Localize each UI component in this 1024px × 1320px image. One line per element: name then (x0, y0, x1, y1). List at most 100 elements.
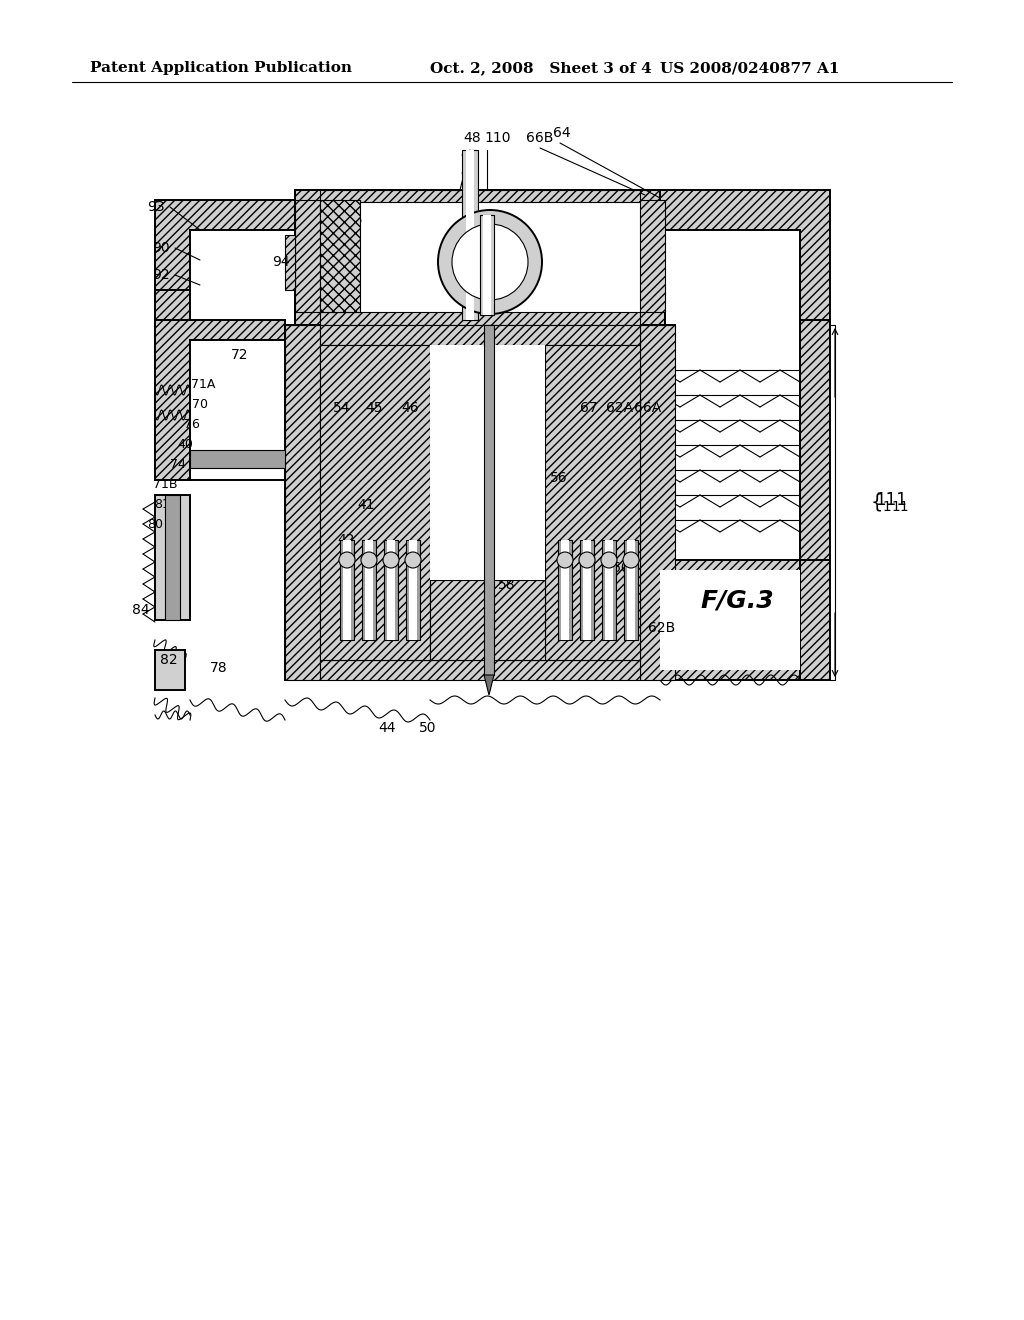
Polygon shape (545, 345, 640, 660)
Bar (319, 325, 640, 345)
Polygon shape (155, 290, 190, 480)
Text: 46: 46 (401, 401, 419, 414)
Text: 110: 110 (484, 131, 511, 145)
Text: 54: 54 (333, 401, 350, 414)
Circle shape (557, 552, 573, 568)
Text: 62A: 62A (606, 401, 633, 414)
Polygon shape (430, 579, 545, 660)
Circle shape (383, 552, 399, 568)
Text: 48: 48 (463, 131, 481, 145)
Text: 81: 81 (155, 499, 170, 511)
Text: 74: 74 (170, 458, 186, 471)
Polygon shape (800, 319, 830, 560)
Bar (319, 201, 640, 312)
Text: 72: 72 (230, 348, 248, 362)
Circle shape (361, 552, 377, 568)
Polygon shape (660, 560, 800, 680)
Polygon shape (155, 319, 285, 480)
Bar (430, 345, 545, 579)
Bar (319, 190, 640, 202)
Bar (295, 201, 319, 312)
Text: 50: 50 (419, 721, 437, 735)
Text: 40: 40 (177, 438, 193, 451)
Text: 71A: 71A (190, 379, 215, 392)
Circle shape (579, 552, 595, 568)
Bar (406, 540, 420, 640)
Text: 62B: 62B (648, 620, 675, 635)
Bar (285, 325, 675, 680)
Circle shape (452, 224, 528, 300)
Bar (285, 235, 295, 290)
Circle shape (623, 552, 639, 568)
Text: 67: 67 (580, 401, 598, 414)
Bar (295, 190, 665, 325)
Text: 66B: 66B (526, 131, 554, 145)
Text: 92: 92 (153, 268, 170, 282)
Text: 90: 90 (153, 242, 170, 255)
Circle shape (438, 210, 542, 314)
Text: Oct. 2, 2008   Sheet 3 of 4: Oct. 2, 2008 Sheet 3 of 4 (430, 61, 651, 75)
Bar (640, 325, 675, 680)
Circle shape (339, 552, 355, 568)
Bar (340, 540, 354, 640)
Text: 42: 42 (338, 533, 355, 546)
Text: 60: 60 (612, 561, 630, 576)
Bar (285, 325, 319, 680)
Polygon shape (155, 649, 185, 690)
Bar (483, 215, 490, 315)
Text: 56: 56 (550, 471, 568, 484)
Text: 65: 65 (345, 213, 362, 227)
Polygon shape (800, 560, 830, 680)
Text: $\mathsf{\{}_{111}$: $\mathsf{\{}_{111}$ (870, 491, 909, 513)
Bar (365, 540, 373, 640)
Bar (190, 450, 285, 469)
Text: US 2008/0240877 A1: US 2008/0240877 A1 (660, 61, 840, 75)
Text: 52: 52 (450, 401, 468, 414)
Text: 111: 111 (874, 491, 907, 510)
Bar (319, 312, 640, 325)
Bar (319, 660, 640, 680)
Polygon shape (155, 495, 190, 620)
Bar (362, 540, 376, 640)
Bar (462, 150, 478, 319)
Bar (484, 325, 494, 675)
Bar (409, 540, 417, 640)
Text: 71B: 71B (154, 479, 178, 491)
Text: 64: 64 (553, 125, 570, 140)
Circle shape (406, 552, 421, 568)
Bar (660, 570, 800, 671)
Text: 58: 58 (498, 578, 516, 591)
Bar (605, 540, 613, 640)
Text: 80: 80 (147, 519, 163, 532)
Bar (190, 341, 285, 480)
Bar (387, 540, 395, 640)
Text: 94: 94 (272, 255, 290, 269)
Bar (561, 540, 569, 640)
Text: 84: 84 (132, 603, 150, 616)
Text: 66A: 66A (634, 401, 662, 414)
Bar (627, 540, 635, 640)
Text: 45: 45 (365, 401, 383, 414)
Bar (580, 540, 594, 640)
Bar (558, 540, 572, 640)
Polygon shape (155, 201, 295, 290)
Text: 41: 41 (357, 498, 375, 512)
Bar (480, 215, 494, 315)
Bar (602, 540, 616, 640)
Bar (343, 540, 351, 640)
Polygon shape (319, 345, 430, 660)
Bar (165, 495, 180, 620)
Text: 76: 76 (184, 418, 200, 432)
Polygon shape (660, 190, 830, 319)
Text: 70: 70 (193, 399, 208, 412)
Text: Patent Application Publication: Patent Application Publication (90, 61, 352, 75)
Bar (466, 150, 474, 319)
Text: 93: 93 (147, 201, 165, 214)
Circle shape (601, 552, 617, 568)
Bar (640, 201, 665, 312)
Text: 78: 78 (210, 661, 227, 675)
Bar (319, 201, 360, 312)
Bar (583, 540, 591, 640)
Bar (384, 540, 398, 640)
Polygon shape (484, 675, 494, 696)
